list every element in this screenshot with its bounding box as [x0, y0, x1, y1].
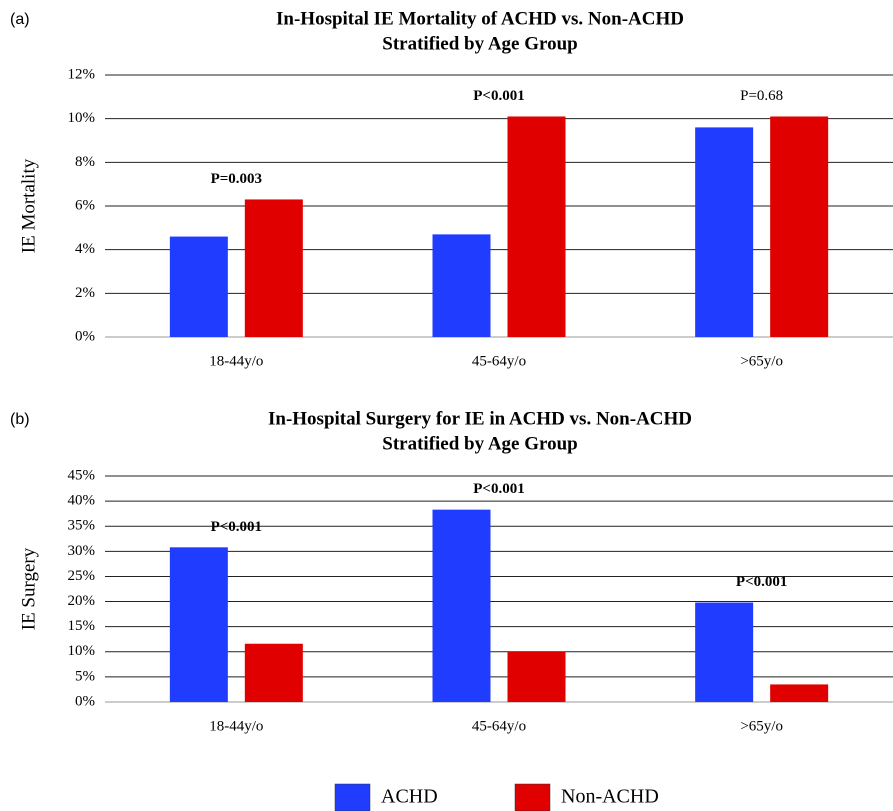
- y-tick-label: 5%: [75, 668, 95, 684]
- p-value-annotation: P<0.001: [736, 574, 787, 590]
- p-value-annotation: P=0.003: [211, 171, 262, 187]
- panel-label: (a): [10, 11, 30, 28]
- y-tick-label: 6%: [75, 197, 95, 213]
- y-axis-title: IE Mortality: [18, 158, 39, 253]
- y-tick-label: 20%: [68, 593, 96, 609]
- chart-title: In-Hospital IE Mortality of ACHD vs. Non…: [276, 8, 684, 29]
- bar: [695, 602, 754, 702]
- y-tick-label: 0%: [75, 693, 95, 709]
- bar: [507, 651, 566, 702]
- x-tick-label: 45-64y/o: [472, 718, 526, 734]
- p-value-annotation: P<0.001: [473, 88, 524, 104]
- y-tick-label: 2%: [75, 285, 95, 301]
- y-tick-label: 25%: [68, 568, 96, 584]
- y-tick-label: 15%: [68, 618, 96, 634]
- bar: [169, 236, 228, 337]
- bar: [432, 234, 491, 337]
- legend-swatch: [514, 783, 551, 811]
- chart-title: Stratified by Age Group: [382, 433, 577, 454]
- y-tick-label: 10%: [68, 110, 96, 126]
- p-value-annotation: P=0.68: [740, 88, 783, 104]
- bar: [770, 116, 829, 337]
- y-tick-label: 8%: [75, 154, 95, 170]
- y-tick-label: 45%: [68, 467, 96, 483]
- y-tick-label: 12%: [68, 66, 96, 82]
- x-tick-label: 45-64y/o: [472, 353, 526, 369]
- y-axis-title: IE Surgery: [18, 547, 39, 630]
- panel-label: (b): [10, 411, 30, 428]
- legend-label: Non-ACHD: [561, 786, 659, 808]
- x-tick-label: 18-44y/o: [209, 353, 263, 369]
- y-tick-label: 35%: [68, 518, 96, 534]
- bar: [770, 684, 829, 702]
- x-tick-label: >65y/o: [740, 353, 783, 369]
- bar: [169, 547, 228, 702]
- x-tick-label: 18-44y/o: [209, 718, 263, 734]
- p-value-annotation: P<0.001: [473, 481, 524, 497]
- y-tick-label: 40%: [68, 493, 96, 509]
- y-tick-label: 0%: [75, 328, 95, 344]
- bar: [432, 509, 491, 702]
- chart-title: Stratified by Age Group: [382, 33, 577, 54]
- bar: [244, 643, 303, 702]
- legend-label: ACHD: [381, 786, 438, 808]
- x-tick-label: >65y/o: [740, 718, 783, 734]
- y-tick-label: 30%: [68, 543, 96, 559]
- legend-swatch: [334, 783, 371, 811]
- y-tick-label: 4%: [75, 241, 95, 257]
- bar: [695, 127, 754, 338]
- y-tick-label: 10%: [68, 643, 96, 659]
- p-value-annotation: P<0.001: [211, 519, 262, 535]
- chart-title: In-Hospital Surgery for IE in ACHD vs. N…: [268, 408, 692, 429]
- bar: [507, 116, 566, 337]
- bar: [244, 199, 303, 337]
